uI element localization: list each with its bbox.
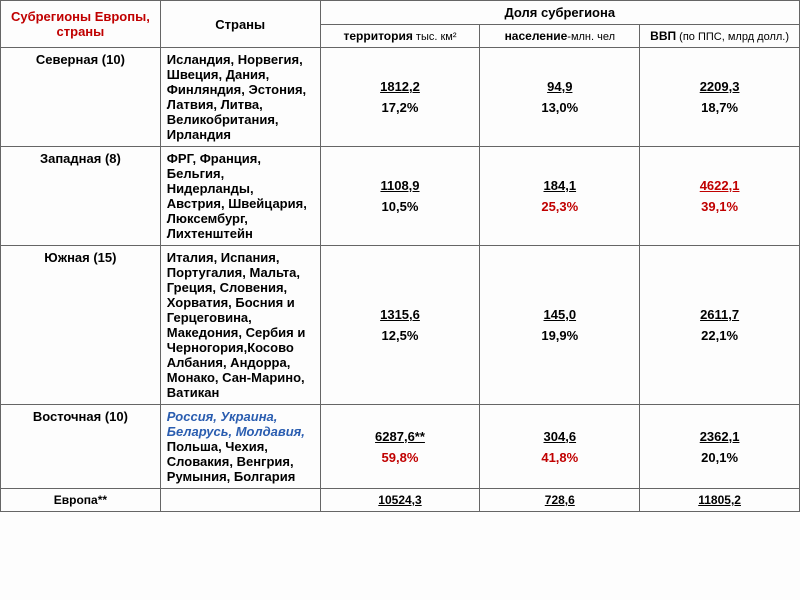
countries-list: Россия, Украина, Беларусь, Молдавия, Пол… xyxy=(160,405,320,489)
gdp-cell: 2209,3 18,7% xyxy=(640,48,800,147)
population-cell: 184,1 25,3% xyxy=(480,147,640,246)
territory-value: 1812,2 xyxy=(380,79,420,94)
gdp-value: 4622,1 xyxy=(700,178,740,193)
territory-value: 6287,6** xyxy=(375,429,425,444)
countries-plain: ФРГ, Франция, Бельгия, Нидерланды, Австр… xyxy=(167,151,307,241)
population-value: 184,1 xyxy=(544,178,577,193)
population-cell: 94,9 13,0% xyxy=(480,48,640,147)
subheader-territory: территория тыс. км² xyxy=(320,25,480,48)
header-share: Доля субрегиона xyxy=(320,1,799,25)
countries-list: ФРГ, Франция, Бельгия, Нидерланды, Австр… xyxy=(160,147,320,246)
gdp-value: 2611,7 xyxy=(700,307,739,322)
total-population: 728,6 xyxy=(545,493,575,507)
gdp-cell: 2362,1 20,1% xyxy=(640,405,800,489)
territory-pct: 12,5% xyxy=(327,328,474,343)
total-row: Европа** 10524,3 728,6 11805,2 xyxy=(1,489,800,512)
gdp-pct: 18,7% xyxy=(646,100,793,115)
table-row: Западная (8)ФРГ, Франция, Бельгия, Нидер… xyxy=(1,147,800,246)
gdp-pct: 22,1% xyxy=(646,328,793,343)
territory-cell: 1315,6 12,5% xyxy=(320,246,480,405)
gdp-pct: 39,1% xyxy=(646,199,793,214)
territory-pct: 59,8% xyxy=(327,450,474,465)
header-countries: Страны xyxy=(160,1,320,48)
gdp-value: 2362,1 xyxy=(700,429,740,444)
population-pct: 19,9% xyxy=(486,328,633,343)
territory-pct: 10,5% xyxy=(327,199,474,214)
region-name: Северная (10) xyxy=(1,48,161,147)
region-name: Южная (15) xyxy=(1,246,161,405)
population-value: 304,6 xyxy=(544,429,577,444)
population-cell: 145,0 19,9% xyxy=(480,246,640,405)
population-pct: 13,0% xyxy=(486,100,633,115)
population-pct: 25,3% xyxy=(486,199,633,214)
total-territory: 10524,3 xyxy=(378,493,421,507)
countries-plain: Италия, Испания, Португалия, Мальта, Гре… xyxy=(167,250,306,400)
population-pct: 41,8% xyxy=(486,450,633,465)
countries-plain: Польша, Чехия, Словакия, Венгрия, Румыни… xyxy=(167,439,295,484)
territory-pct: 17,2% xyxy=(327,100,474,115)
subheader-population: население-млн. чел xyxy=(480,25,640,48)
total-gdp: 11805,2 xyxy=(698,493,741,507)
population-cell: 304,6 41,8% xyxy=(480,405,640,489)
gdp-cell: 2611,7 22,1% xyxy=(640,246,800,405)
region-name: Западная (8) xyxy=(1,147,161,246)
countries-list: Исландия, Норвегия, Швеция, Дания, Финля… xyxy=(160,48,320,147)
region-name: Восточная (10) xyxy=(1,405,161,489)
gdp-cell: 4622,1 39,1% xyxy=(640,147,800,246)
table-row: Восточная (10)Россия, Украина, Беларусь,… xyxy=(1,405,800,489)
countries-italic: Россия, Украина, Беларусь, Молдавия, xyxy=(167,409,305,439)
territory-value: 1315,6 xyxy=(380,307,420,322)
subregions-table: Субрегионы Европы, страны Страны Доля су… xyxy=(0,0,800,512)
table-row: Северная (10)Исландия, Норвегия, Швеция,… xyxy=(1,48,800,147)
subheader-gdp: ВВП (по ППС, млрд долл.) xyxy=(640,25,800,48)
territory-value: 1108,9 xyxy=(380,178,419,193)
territory-cell: 1812,2 17,2% xyxy=(320,48,480,147)
territory-cell: 1108,9 10,5% xyxy=(320,147,480,246)
population-value: 145,0 xyxy=(544,307,577,322)
countries-plain: Исландия, Норвегия, Швеция, Дания, Финля… xyxy=(167,52,306,142)
total-label: Европа** xyxy=(1,489,161,512)
gdp-value: 2209,3 xyxy=(700,79,740,94)
territory-cell: 6287,6** 59,8% xyxy=(320,405,480,489)
countries-list: Италия, Испания, Португалия, Мальта, Гре… xyxy=(160,246,320,405)
header-regions: Субрегионы Европы, страны xyxy=(1,1,161,48)
table-row: Южная (15)Италия, Испания, Португалия, М… xyxy=(1,246,800,405)
gdp-pct: 20,1% xyxy=(646,450,793,465)
population-value: 94,9 xyxy=(547,79,572,94)
